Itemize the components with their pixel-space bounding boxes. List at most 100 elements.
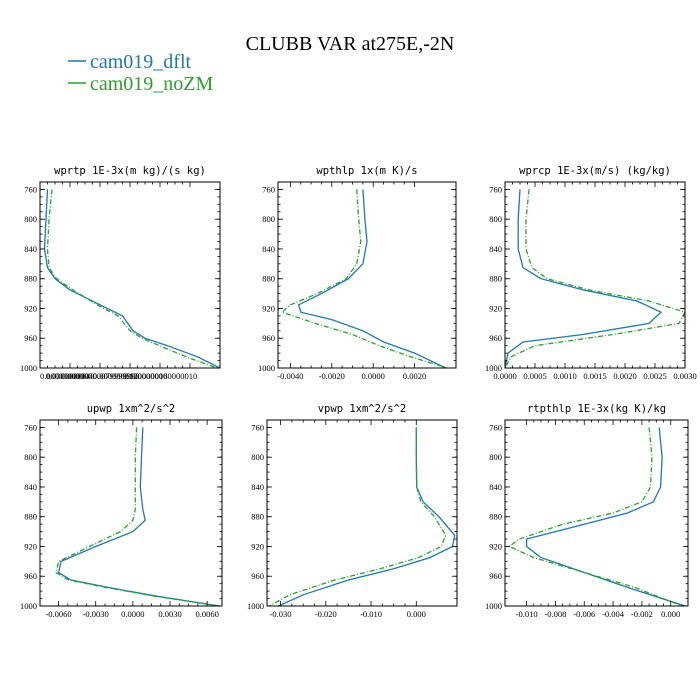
plot-frame: [39, 181, 221, 369]
x-tick-label: -0.020: [315, 609, 337, 619]
x-tick-label: 0.0020: [613, 371, 636, 381]
panel-title: rtpthlp 1E-3x(kg K)/kg: [527, 403, 666, 415]
plot-frame: [277, 181, 457, 369]
y-tick-label: 800: [262, 214, 275, 224]
x-tick-label: 0.0000: [493, 371, 516, 381]
panel-title: wprcp 1E-3x(m/s) (kg/kg): [519, 165, 671, 177]
series-line-nozm: [280, 189, 448, 369]
panel-title: wpthlp 1x(m K)/s: [316, 165, 417, 177]
panel-rtpthlp: rtpthlp 1E-3x(kg K)/kg 760 800 840 880 920 960…: [485, 403, 689, 619]
y-tick-label: 1000: [20, 601, 37, 611]
x-tick-label: 0.0005: [523, 371, 546, 381]
y-tick-label: 960: [262, 333, 275, 343]
y-tick-label: 960: [24, 571, 37, 581]
x-tick-label: -0.0020: [319, 371, 345, 381]
panel-wprcp: wprcp 1E-3x(m/s) (kg/kg) 760 800 840 880 920 9…: [485, 165, 697, 381]
y-tick-label: 840: [489, 482, 502, 492]
x-tick-label: 0.0000: [362, 371, 385, 381]
series-line-nozm: [504, 189, 686, 369]
series-line-dflt: [278, 427, 456, 607]
y-tick-label: 920: [251, 541, 264, 551]
series-line-nozm: [55, 427, 220, 607]
y-tick-label: 960: [24, 333, 37, 343]
x-tick-label: -0.004: [602, 609, 625, 619]
y-tick-label: 800: [489, 452, 502, 462]
y-tick-label: 1000: [258, 363, 275, 373]
series-line-dflt: [297, 189, 446, 369]
y-tick-label: 800: [24, 452, 37, 462]
series-line-nozm: [268, 427, 447, 607]
y-tick-label: 880: [24, 274, 37, 284]
y-tick-label: 800: [24, 214, 37, 224]
x-tick-label: 0.0000000160000010: [123, 371, 197, 381]
y-tick-label: 880: [262, 274, 275, 284]
y-tick-label: 760: [262, 184, 275, 194]
x-tick-label: -0.030: [270, 609, 292, 619]
x-tick-label: -0.010: [360, 609, 382, 619]
x-tick-label: 0.0060: [195, 609, 218, 619]
x-tick-label: 0.0010: [553, 371, 576, 381]
panel-title: upwp 1xm^2/s^2: [87, 403, 176, 415]
y-tick-label: 840: [262, 244, 275, 254]
x-tick-label: 0.0000000040: [46, 371, 95, 381]
y-tick-label: 760: [489, 184, 502, 194]
y-tick-label: 840: [251, 482, 264, 492]
y-tick-label: 920: [489, 303, 502, 313]
y-tick-label: 880: [251, 512, 264, 522]
series-line-nozm: [46, 189, 218, 369]
x-tick-label: -0.010: [516, 609, 538, 619]
figure-title: CLUBB VAR at275E,-2N: [246, 33, 455, 55]
plot-frame: [39, 419, 223, 607]
x-tick-label: 0.0000000120000000: [93, 371, 167, 381]
series-line-dflt: [504, 189, 663, 369]
x-tick-label: 0.00000000079999990: [61, 371, 140, 381]
panel-title: vpwp 1xm^2/s^2: [318, 403, 407, 415]
y-tick-label: 880: [489, 512, 502, 522]
plot-frame: [504, 419, 689, 607]
x-tick-label: 0.0020: [403, 371, 426, 381]
y-tick-label: 920: [24, 541, 37, 551]
x-tick-label: 0.0000: [121, 609, 144, 619]
panel-upwp: upwp 1xm^2/s^2 760 800 840 880 920 960 1000 -0.0…: [20, 403, 223, 619]
x-tick-label: -0.008: [544, 609, 566, 619]
y-tick-label: 1000: [247, 601, 264, 611]
x-tick-label: 0.000: [407, 609, 426, 619]
y-tick-label: 960: [251, 571, 264, 581]
y-tick-label: 800: [489, 214, 502, 224]
y-tick-label: 800: [251, 452, 264, 462]
plot-frame: [504, 181, 686, 369]
series-line-dflt: [525, 427, 686, 607]
x-tick-label: 0.000: [661, 609, 680, 619]
x-tick-label: -0.0030: [83, 609, 109, 619]
panel-vpwp: vpwp 1xm^2/s^2 760 800 840 880 920 960 1000 -0.0…: [247, 403, 458, 619]
y-tick-label: 840: [24, 482, 37, 492]
y-tick-label: 760: [251, 422, 264, 432]
y-tick-label: 840: [489, 244, 502, 254]
y-tick-label: 880: [24, 512, 37, 522]
x-tick-label: 0.0030: [158, 609, 181, 619]
y-tick-label: 760: [24, 422, 37, 432]
legend-label-dflt: cam019_dflt: [90, 51, 192, 73]
y-tick-label: 960: [489, 333, 502, 343]
y-tick-label: 880: [489, 274, 502, 284]
x-tick-label: -0.002: [631, 609, 653, 619]
panel-title: wprtp 1E-3x(m kg)/(s kg): [54, 165, 206, 177]
y-tick-label: 920: [24, 303, 37, 313]
x-tick-label: -0.0060: [45, 609, 71, 619]
y-tick-label: 1000: [485, 363, 502, 373]
panel-wprtp: wprtp 1E-3x(m kg)/(s kg) 760 800 840 880 920 9…: [20, 165, 221, 381]
x-tick-label: -0.0040: [277, 371, 303, 381]
x-tick-label: 0.0030: [673, 371, 696, 381]
y-tick-label: 760: [24, 184, 37, 194]
y-tick-label: 920: [489, 541, 502, 551]
legend: cam019_dflt cam019_noZM: [68, 51, 214, 95]
x-tick-label: -0.006: [573, 609, 595, 619]
series-line-dflt: [57, 427, 220, 607]
y-tick-label: 1000: [485, 601, 502, 611]
y-tick-label: 760: [489, 422, 502, 432]
panel-wpthlp: wpthlp 1x(m K)/s7608008408809209601000-0…: [258, 165, 457, 381]
series-line-dflt: [43, 189, 221, 369]
y-tick-label: 960: [489, 571, 502, 581]
x-tick-label: 0.0025: [643, 371, 666, 381]
